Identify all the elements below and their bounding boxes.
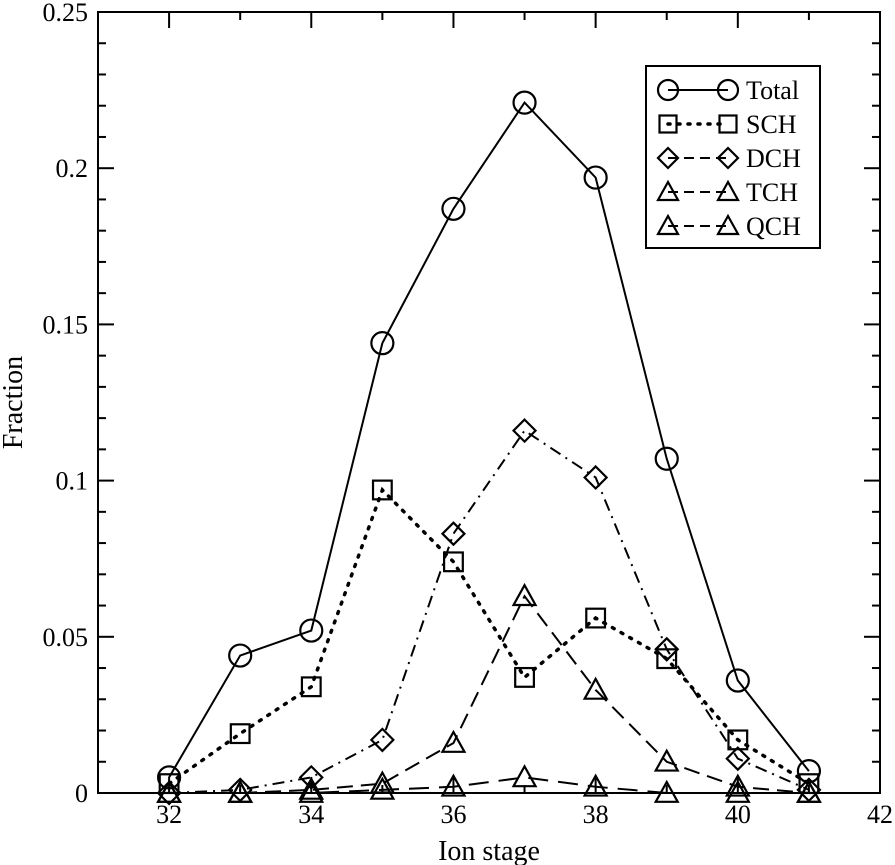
data-point-total bbox=[725, 668, 750, 693]
series-line-tch bbox=[169, 594, 809, 794]
series-total bbox=[156, 90, 822, 790]
data-point-sch bbox=[514, 666, 535, 688]
x-tick-label: 34 bbox=[298, 800, 324, 829]
y-tick-label: 0 bbox=[75, 779, 88, 808]
data-point-qch bbox=[796, 779, 822, 803]
plot-area bbox=[156, 90, 822, 806]
x-tick-label: 38 bbox=[583, 800, 609, 829]
data-point-dch bbox=[725, 746, 751, 772]
legend-label-total: Total bbox=[746, 76, 799, 105]
legend-label-qch: QCH bbox=[746, 212, 801, 241]
series-sch bbox=[158, 479, 820, 795]
legend: Total SCH DCH TCH QCH bbox=[645, 65, 821, 249]
data-point-tch bbox=[440, 729, 467, 753]
legend-marker-total bbox=[716, 78, 740, 102]
data-point-dch bbox=[583, 464, 609, 491]
y-tick-label: 0.25 bbox=[43, 0, 89, 27]
data-point-total bbox=[583, 165, 608, 190]
series-line-sch bbox=[167, 486, 811, 786]
data-point-total bbox=[299, 618, 324, 643]
series-line-total bbox=[168, 101, 810, 778]
plot-frame bbox=[97, 11, 881, 794]
legend-label-sch: SCH bbox=[746, 110, 797, 139]
data-point-dch bbox=[511, 418, 538, 444]
legend-marker-qch bbox=[656, 213, 680, 236]
x-tick-label: 42 bbox=[867, 800, 893, 829]
legend-marker-dch bbox=[656, 146, 680, 170]
y-tick-label: 0.1 bbox=[56, 467, 89, 496]
data-point-dch bbox=[440, 521, 467, 547]
data-point-qch bbox=[582, 773, 609, 797]
data-point-total bbox=[654, 446, 679, 471]
data-point-dch bbox=[369, 727, 395, 753]
data-point-qch bbox=[369, 776, 396, 800]
data-point-qch bbox=[724, 779, 751, 803]
legend-entry-total: Total bbox=[656, 76, 799, 105]
x-tick-label: 40 bbox=[725, 800, 751, 829]
data-point-qch bbox=[298, 779, 325, 803]
legend-marker-tch bbox=[716, 179, 740, 202]
data-point-total bbox=[441, 196, 466, 221]
data-point-sch bbox=[300, 676, 322, 698]
x-axis-title: Ion stage bbox=[438, 836, 540, 865]
data-point-tch bbox=[724, 773, 751, 797]
x-tick-label: 32 bbox=[156, 800, 182, 829]
legend-entry-tch: TCH bbox=[656, 178, 798, 207]
series-qch bbox=[156, 764, 822, 803]
legend-entry-qch: QCH bbox=[656, 212, 801, 241]
data-point-qch bbox=[156, 779, 182, 803]
data-point-qch bbox=[440, 773, 467, 797]
data-point-sch bbox=[585, 607, 607, 629]
data-point-total bbox=[512, 90, 537, 115]
series-line-dch bbox=[169, 429, 810, 794]
data-point-sch bbox=[443, 551, 464, 573]
x-tick-label: 36 bbox=[440, 800, 466, 829]
y-tick-label: 0.15 bbox=[43, 310, 89, 339]
data-point-tch bbox=[582, 676, 609, 700]
legend-label-tch: TCH bbox=[746, 178, 798, 207]
data-point-qch bbox=[511, 764, 538, 788]
data-point-dch bbox=[156, 780, 182, 806]
legend-label-dch: DCH bbox=[746, 144, 801, 173]
data-point-qch bbox=[653, 779, 680, 803]
data-point-sch bbox=[371, 479, 393, 501]
legend-entry-dch: DCH bbox=[656, 144, 801, 173]
legend-marker-tch bbox=[656, 179, 680, 202]
legend-marker-dch bbox=[716, 146, 740, 170]
y-tick-label: 0.2 bbox=[56, 154, 89, 183]
legend-marker-total bbox=[656, 78, 680, 102]
y-tick-label: 0.05 bbox=[43, 623, 89, 652]
data-point-total bbox=[370, 331, 395, 356]
legend-marker-sch bbox=[658, 114, 678, 134]
data-point-sch bbox=[229, 723, 251, 745]
series-dch bbox=[156, 418, 822, 806]
data-point-dch bbox=[654, 636, 680, 662]
data-point-qch bbox=[227, 779, 254, 803]
legend-marker-sch bbox=[718, 114, 738, 134]
data-point-total bbox=[228, 643, 253, 668]
data-point-sch bbox=[727, 729, 749, 751]
legend-marker-qch bbox=[716, 213, 740, 236]
legend-entry-sch: SCH bbox=[658, 110, 797, 139]
data-point-tch bbox=[298, 776, 325, 800]
y-axis-title: Fraction bbox=[0, 356, 29, 449]
data-point-tch bbox=[511, 582, 538, 607]
data-point-tch bbox=[653, 748, 680, 772]
